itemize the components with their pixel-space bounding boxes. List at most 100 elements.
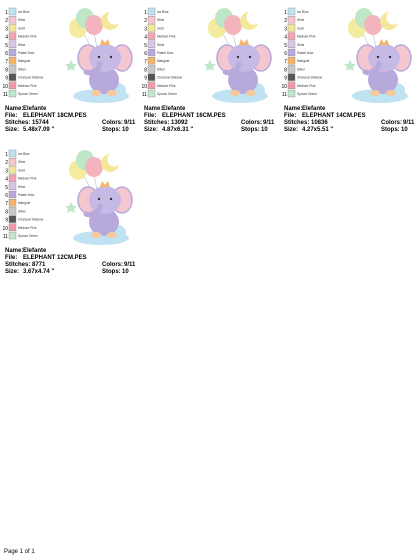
thread-number: 4 (5, 35, 8, 41)
moon (240, 12, 258, 30)
foot (91, 232, 101, 238)
stitches-label: Stitches: (284, 120, 309, 126)
thread-name: Marigold (18, 201, 30, 205)
file-value: ELEPHANT 12CM.PES (23, 255, 87, 261)
thread-name: Silver (18, 209, 27, 213)
colors-label: Colors: (241, 120, 262, 126)
thread-number: 6 (284, 51, 287, 57)
size-label: Size: (284, 127, 298, 133)
thread-swatch (8, 24, 17, 32)
thread-name: Charcoal Shadow (297, 76, 323, 80)
size-label: Size: (5, 127, 19, 133)
colors-label: Colors: (102, 120, 123, 126)
thread-name: Wine (297, 18, 304, 22)
thread-name: Medium Pink (18, 177, 37, 181)
file-label: File: (284, 113, 296, 119)
stops-value: 10 (401, 127, 408, 133)
thread-number: 6 (5, 51, 8, 57)
thread-number: 7 (5, 201, 8, 207)
size-value: 5.48x7.09 " (23, 127, 54, 133)
thread-swatch (8, 215, 17, 223)
thread-swatch (147, 24, 156, 32)
foot (230, 90, 240, 96)
head (89, 44, 121, 72)
thread-number: 7 (5, 59, 8, 65)
thread-swatch (287, 48, 296, 57)
foot (386, 90, 396, 96)
stops-label: Stops: (241, 127, 260, 133)
thread-name: Marigold (157, 59, 169, 63)
thread-swatch (8, 16, 17, 24)
thread-name: Medium Pink (297, 35, 316, 39)
size-value: 4.27x5.51 " (302, 127, 333, 133)
eye (109, 197, 113, 201)
thread-swatch (8, 48, 17, 57)
balloon (224, 15, 242, 35)
name-label: Name: (144, 106, 162, 112)
size-value: 4.87x6.31 " (162, 127, 193, 133)
thread-number: 8 (5, 67, 8, 73)
thread-name: Medium Pink (157, 84, 176, 88)
size-label: Size: (5, 269, 19, 275)
thread-number: 9 (144, 76, 147, 82)
thread-name: Ice Blue (297, 10, 309, 14)
stops-value: 10 (122, 269, 129, 275)
head (89, 186, 121, 214)
thread-swatch (8, 166, 17, 174)
balloon (85, 15, 103, 35)
stitches-value: 8771 (32, 262, 46, 268)
size-value: 3.67x4.74 " (23, 269, 54, 275)
thread-number: 6 (5, 193, 8, 199)
thread-name: Silver (157, 67, 166, 71)
thread-number: 1 (144, 10, 147, 16)
thread-number: 2 (5, 160, 8, 166)
thread-name: Ice Blue (18, 10, 30, 14)
thread-name: Silver (297, 67, 306, 71)
thread-swatch (8, 81, 17, 90)
colors-label: Colors: (381, 120, 402, 126)
star (65, 60, 77, 71)
thread-swatch (8, 149, 17, 158)
thread-swatch (8, 231, 17, 240)
thread-number: 3 (284, 26, 287, 32)
trunk (222, 61, 242, 76)
stitches-value: 13092 (171, 120, 188, 126)
thread-number: 10 (2, 226, 8, 232)
crown (239, 39, 249, 45)
thread-swatch (287, 24, 296, 32)
foot (107, 90, 117, 96)
moon (101, 154, 119, 172)
thread-name: Silver (18, 67, 27, 71)
thread-swatch (287, 32, 296, 40)
thread-name: Gold (157, 26, 164, 30)
size-label: Size: (144, 127, 158, 133)
stops-label: Stops: (381, 127, 400, 133)
file-label: File: (5, 255, 17, 261)
thread-number: 2 (144, 18, 147, 24)
thread-number: 9 (5, 76, 8, 82)
thread-swatch (8, 198, 17, 207)
thread-name: Wine (297, 43, 304, 47)
stops-value: 10 (122, 127, 129, 133)
thread-number: 1 (5, 152, 8, 158)
balloon (364, 15, 382, 35)
thread-name: Gold (297, 26, 304, 30)
colors-value: 9/11 (124, 120, 136, 126)
thread-name: Spruce Green (18, 234, 38, 238)
stitches-label: Stitches: (5, 262, 30, 268)
thread-number: 6 (144, 51, 147, 57)
thread-number: 2 (284, 18, 287, 24)
thread-name: Spruce Green (297, 92, 317, 96)
thread-number: 10 (2, 84, 8, 90)
thread-number: 1 (5, 10, 8, 16)
thread-swatch (8, 190, 17, 199)
foot (107, 232, 117, 238)
star (204, 60, 216, 71)
star (344, 60, 356, 71)
thread-name: Pastel Lilac (297, 51, 314, 55)
moon (101, 12, 119, 30)
thread-number: 9 (5, 218, 8, 224)
crown (379, 39, 389, 45)
thread-number: 5 (144, 43, 147, 49)
colors-value: 9/11 (403, 120, 415, 126)
